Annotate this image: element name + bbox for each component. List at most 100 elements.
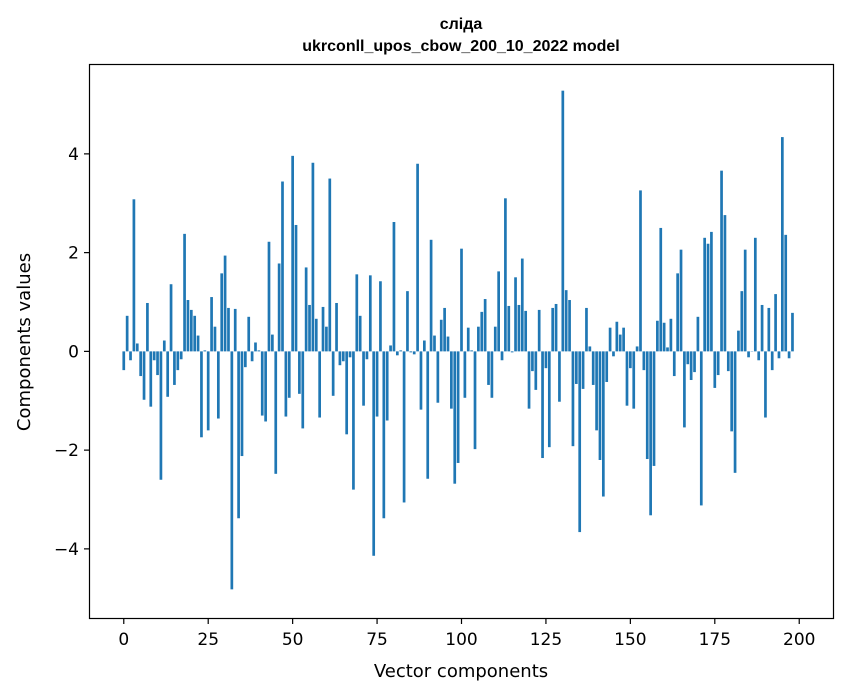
bar xyxy=(470,350,473,352)
bar xyxy=(406,291,409,352)
bar-series xyxy=(122,90,794,590)
bar xyxy=(281,181,284,352)
bar xyxy=(544,351,548,369)
bar xyxy=(541,351,544,459)
bar xyxy=(581,351,585,389)
bar xyxy=(132,199,136,352)
chart-title-line-2: ukrconll_upos_cbow_200_10_2022 model xyxy=(302,38,619,55)
bar xyxy=(770,351,774,371)
bar xyxy=(699,351,703,506)
bar xyxy=(186,300,190,352)
bar xyxy=(585,307,588,352)
x-tick-label: 125 xyxy=(530,630,562,650)
bar xyxy=(743,249,747,352)
bar xyxy=(500,351,504,361)
bar xyxy=(689,351,693,381)
x-axis-ticks: 0 25 50 75 100 125 150 175 200 xyxy=(118,618,815,650)
bar xyxy=(487,351,490,385)
bar xyxy=(753,237,757,352)
bar xyxy=(669,318,673,352)
bar xyxy=(135,343,139,352)
bar xyxy=(206,351,210,431)
bar xyxy=(693,351,696,373)
bar xyxy=(233,308,237,352)
bar xyxy=(365,351,369,360)
bar xyxy=(571,351,575,447)
bar xyxy=(574,351,578,384)
bar xyxy=(298,351,301,394)
bar xyxy=(510,351,514,353)
bar xyxy=(311,162,315,352)
bar xyxy=(645,351,649,460)
bar xyxy=(284,351,288,417)
bar xyxy=(179,351,183,360)
bar xyxy=(493,326,497,352)
bar xyxy=(291,155,294,352)
bar xyxy=(423,340,426,352)
bar xyxy=(368,275,372,352)
bar xyxy=(723,215,727,352)
bar xyxy=(477,326,480,352)
bar xyxy=(490,351,494,398)
bar xyxy=(737,330,740,352)
bar xyxy=(524,310,528,352)
y-tick-label: −2 xyxy=(54,441,79,461)
bar xyxy=(240,351,244,457)
x-tick-label: 25 xyxy=(197,630,219,650)
bar xyxy=(578,351,582,533)
bar xyxy=(237,351,240,519)
bar xyxy=(520,258,524,352)
bar xyxy=(399,350,403,352)
bar xyxy=(554,303,558,352)
bar xyxy=(537,309,541,352)
y-axis-label: Components values xyxy=(14,253,35,431)
bar xyxy=(632,351,636,409)
bar xyxy=(139,351,143,377)
bar xyxy=(460,248,463,352)
bar xyxy=(662,322,666,352)
bar xyxy=(436,351,440,403)
bar xyxy=(412,351,416,355)
bar xyxy=(483,299,487,352)
bar xyxy=(264,351,267,422)
bar xyxy=(774,294,777,352)
bar xyxy=(588,346,592,352)
bar xyxy=(747,351,750,358)
bar xyxy=(257,350,261,352)
bar xyxy=(791,312,794,352)
bar xyxy=(480,311,484,352)
bar xyxy=(713,351,717,388)
bar xyxy=(166,351,170,397)
bar xyxy=(125,315,129,352)
bar xyxy=(473,351,477,450)
bar xyxy=(497,271,500,352)
bar xyxy=(679,249,683,352)
bar xyxy=(362,351,365,406)
y-tick-label: −4 xyxy=(54,540,79,560)
bar xyxy=(220,273,224,352)
bar xyxy=(639,190,642,352)
bar xyxy=(446,336,450,352)
bar xyxy=(203,350,207,352)
bar xyxy=(223,255,227,352)
bar xyxy=(169,284,173,352)
bar xyxy=(267,241,271,352)
bar xyxy=(629,351,632,369)
bar xyxy=(443,307,446,352)
bar xyxy=(122,351,126,371)
bar xyxy=(531,351,534,372)
bar xyxy=(433,335,436,352)
bar xyxy=(666,347,669,352)
bar xyxy=(146,302,149,352)
bar xyxy=(598,351,602,460)
bar xyxy=(551,307,555,352)
bar xyxy=(382,351,386,519)
bar xyxy=(534,351,538,390)
bar xyxy=(764,351,767,418)
bar xyxy=(514,277,517,352)
bar xyxy=(341,351,345,362)
bar xyxy=(162,340,166,352)
x-tick-label: 100 xyxy=(445,630,477,650)
bar xyxy=(453,351,457,484)
bar xyxy=(348,351,352,358)
